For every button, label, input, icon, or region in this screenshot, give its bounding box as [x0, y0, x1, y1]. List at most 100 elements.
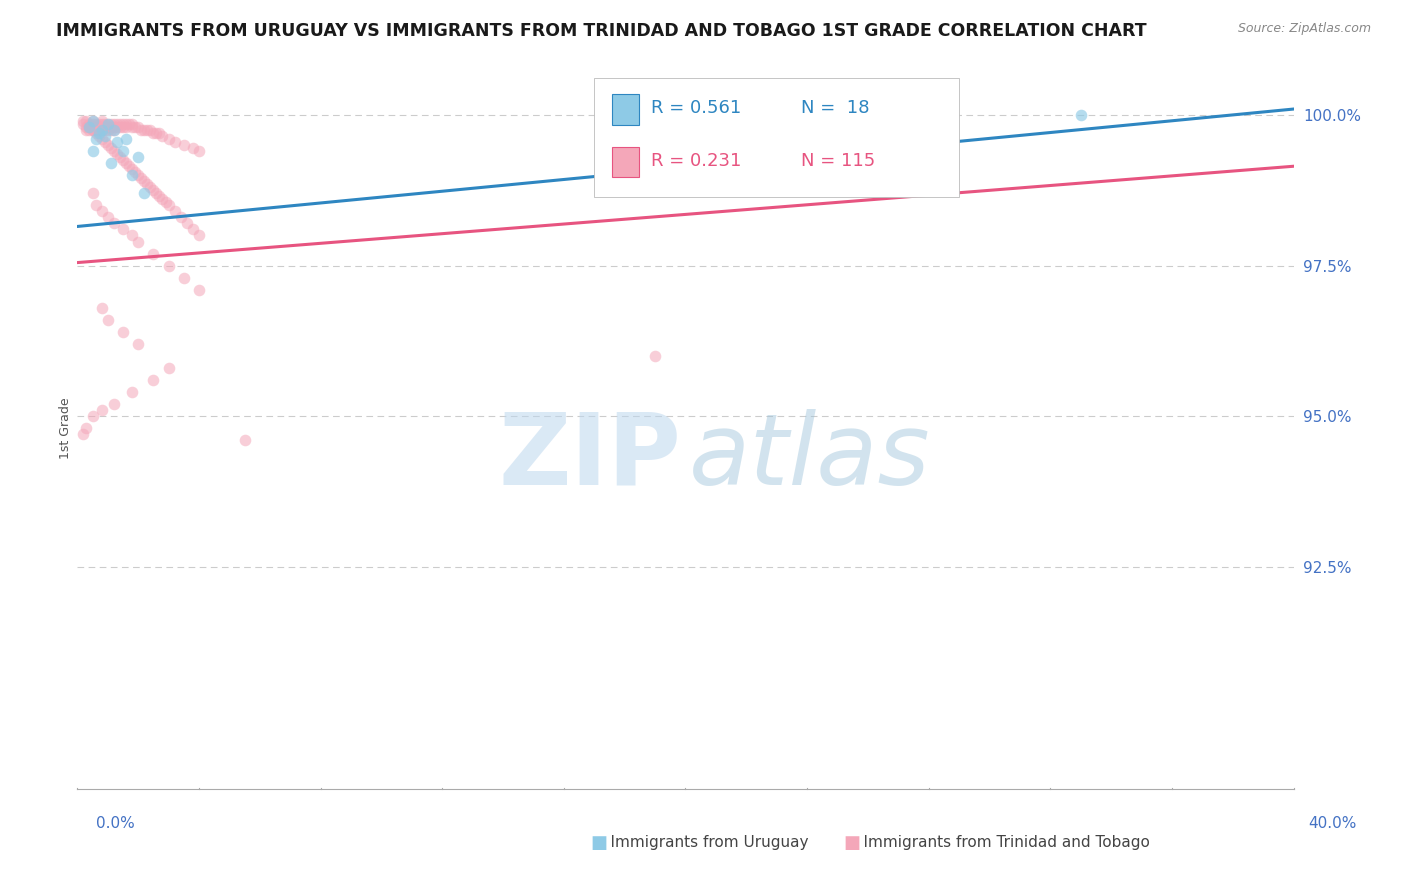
Point: [163, 135, 186, 149]
Point: [163, 204, 186, 219]
Point: [157, 259, 180, 273]
Point: [100, 156, 122, 170]
Point: [103, 397, 125, 411]
Point: [108, 117, 131, 131]
FancyBboxPatch shape: [613, 147, 640, 178]
Point: [111, 222, 134, 236]
Point: [176, 216, 198, 230]
Point: [90, 403, 112, 417]
Point: [118, 117, 141, 131]
Point: [134, 123, 156, 137]
Point: [93, 135, 115, 149]
Point: [121, 162, 143, 177]
Point: [152, 129, 174, 144]
Point: [93, 123, 115, 137]
Point: [111, 325, 134, 339]
Point: [87, 117, 110, 131]
Point: [181, 141, 204, 155]
Point: [111, 117, 134, 131]
FancyBboxPatch shape: [613, 95, 640, 125]
Point: [93, 117, 115, 131]
Text: IMMIGRANTS FROM URUGUAY VS IMMIGRANTS FROM TRINIDAD AND TOBAGO 1ST GRADE CORRELA: IMMIGRANTS FROM URUGUAY VS IMMIGRANTS FR…: [56, 22, 1147, 40]
Point: [75, 114, 97, 128]
Point: [72, 117, 94, 131]
Point: [115, 132, 138, 146]
Point: [142, 126, 165, 140]
Point: [142, 246, 165, 260]
Point: [188, 283, 211, 297]
Point: [124, 165, 146, 179]
Text: N =  18: N = 18: [801, 99, 869, 117]
Point: [108, 150, 131, 164]
Point: [97, 313, 120, 327]
Point: [173, 138, 195, 153]
Point: [72, 114, 94, 128]
Point: [79, 120, 101, 135]
Text: ■: ■: [844, 834, 860, 852]
Point: [103, 123, 125, 137]
Point: [139, 180, 162, 194]
Point: [100, 117, 122, 131]
Point: [84, 198, 107, 212]
Point: [72, 427, 94, 442]
Point: [90, 301, 112, 315]
Point: [97, 117, 120, 131]
Text: 0.0%: 0.0%: [96, 816, 135, 831]
Point: [79, 123, 101, 137]
Point: [121, 117, 143, 131]
Point: [100, 123, 122, 137]
Point: [115, 156, 138, 170]
Point: [84, 123, 107, 137]
Point: [90, 114, 112, 128]
Point: [97, 211, 120, 225]
Point: [82, 123, 104, 137]
Point: [75, 120, 97, 135]
Point: [136, 123, 159, 137]
Point: [121, 385, 143, 400]
Point: [90, 123, 112, 137]
Point: [124, 120, 146, 135]
Point: [127, 336, 149, 351]
Point: [84, 132, 107, 146]
Text: N = 115: N = 115: [801, 152, 875, 169]
Point: [100, 141, 122, 155]
Point: [142, 373, 165, 387]
Point: [103, 145, 125, 159]
Text: 40.0%: 40.0%: [1309, 816, 1357, 831]
Point: [148, 189, 170, 203]
Point: [87, 129, 110, 144]
Point: [145, 126, 167, 140]
Point: [79, 117, 101, 131]
Point: [233, 434, 256, 448]
Point: [115, 120, 138, 135]
Text: Immigrants from Uruguay: Immigrants from Uruguay: [591, 836, 808, 850]
Point: [93, 129, 115, 144]
Point: [75, 123, 97, 137]
Text: Immigrants from Trinidad and Tobago: Immigrants from Trinidad and Tobago: [844, 836, 1150, 850]
Point: [157, 198, 180, 212]
Point: [82, 186, 104, 201]
Point: [111, 153, 134, 168]
Point: [84, 126, 107, 140]
Text: R = 0.561: R = 0.561: [651, 99, 741, 117]
Text: atlas: atlas: [689, 409, 931, 506]
Point: [127, 150, 149, 164]
Point: [84, 117, 107, 131]
Point: [90, 123, 112, 137]
Point: [148, 126, 170, 140]
Point: [152, 193, 174, 207]
Point: [84, 120, 107, 135]
Point: [105, 120, 128, 135]
Point: [118, 159, 141, 173]
Point: [82, 145, 104, 159]
Text: Source: ZipAtlas.com: Source: ZipAtlas.com: [1237, 22, 1371, 36]
Text: ZIP: ZIP: [499, 409, 682, 506]
Point: [103, 120, 125, 135]
Point: [157, 361, 180, 376]
Point: [97, 120, 120, 135]
Point: [90, 132, 112, 146]
Point: [105, 117, 128, 131]
Point: [103, 117, 125, 131]
Point: [103, 123, 125, 137]
Point: [188, 228, 211, 243]
